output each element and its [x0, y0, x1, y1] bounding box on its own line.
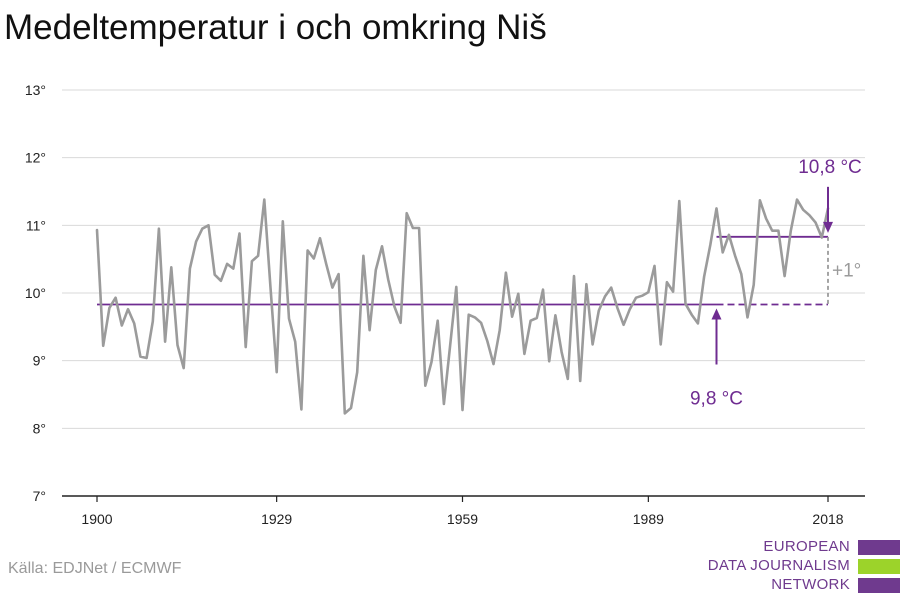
arrow-recent-head — [823, 221, 833, 233]
label-baseline-value: 9,8 °C — [690, 389, 743, 410]
annotations: 9,8 °C 10,8 °C +1° — [690, 157, 862, 410]
logo-bar-purple-top — [858, 540, 900, 555]
y-tick-label: 11° — [26, 217, 46, 233]
logo-bar-green — [858, 559, 900, 574]
x-tick-label: 2018 — [812, 511, 843, 527]
y-tick-label: 8° — [33, 420, 46, 436]
y-tick-label: 9° — [33, 353, 46, 369]
y-tick-label: 12° — [25, 150, 46, 166]
y-tick-label: 13° — [25, 82, 46, 98]
reference-lines — [97, 235, 829, 306]
x-axis: 1900 1929 1959 1989 2018 — [62, 495, 865, 527]
chart-title: Medeltemperatur i och omkring Niš — [4, 8, 547, 47]
y-axis-tick-labels: 7° 8° 9° 10° 11° 12° 13° — [25, 82, 46, 504]
temperature-series — [95, 198, 830, 415]
logo-text-line-3: NETWORK — [771, 576, 850, 593]
label-recent-value: 10,8 °C — [798, 157, 862, 178]
source-note: Källa: EDJNet / ECMWF — [8, 560, 182, 577]
logo-text-line-1: EUROPEAN — [763, 538, 850, 555]
gridlines — [62, 89, 865, 429]
logo-bar-purple-bottom — [858, 578, 900, 593]
y-tick-label: 7° — [33, 488, 46, 504]
x-tick-label: 1959 — [447, 511, 478, 527]
series-line — [95, 198, 830, 415]
line-chart: 7°8°9°10°11°12°13° 1900 1929 1959 1989 2018 … — [25, 82, 865, 527]
x-tick-label: 1989 — [633, 511, 664, 527]
x-tick-label: 1900 — [81, 511, 112, 527]
logo-text-line-2: DATA JOURNALISM — [707, 557, 850, 574]
y-tick-label: 10° — [25, 285, 46, 301]
edjnet-logo: EUROPEAN DATA JOURNALISM NETWORK — [700, 530, 900, 600]
label-difference: +1° — [832, 261, 861, 282]
arrow-baseline-head — [711, 308, 722, 320]
x-tick-label: 1929 — [261, 511, 292, 527]
